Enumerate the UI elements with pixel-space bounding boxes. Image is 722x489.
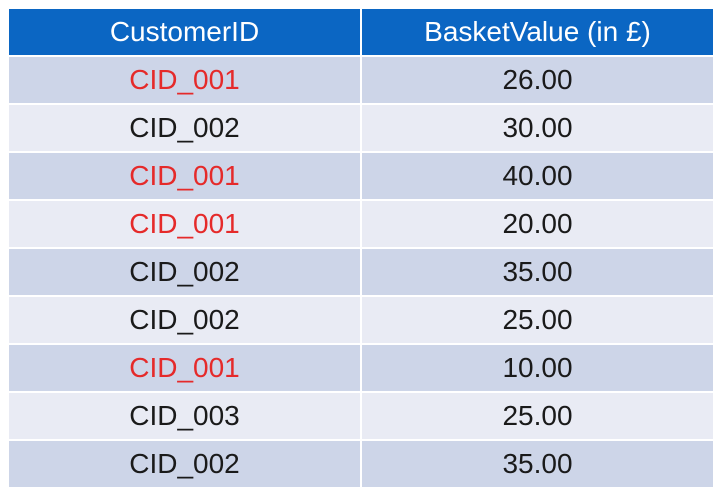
cell-customer-id: CID_001 <box>7 55 362 105</box>
cell-customer-id: CID_003 <box>7 391 362 441</box>
cell-basket-value: 35.00 <box>360 439 715 489</box>
cell-basket-value: 10.00 <box>360 343 715 393</box>
cell-basket-value: 25.00 <box>360 295 715 345</box>
table-row: CID_002 30.00 <box>7 103 715 153</box>
cell-basket-value: 25.00 <box>360 391 715 441</box>
basket-table-container: CustomerID BasketValue (in £) CID_001 26.… <box>7 7 715 489</box>
basket-table: CustomerID BasketValue (in £) CID_001 26.… <box>7 7 715 489</box>
cell-basket-value: 20.00 <box>360 199 715 249</box>
cell-basket-value: 26.00 <box>360 55 715 105</box>
table-row: CID_001 20.00 <box>7 199 715 249</box>
cell-customer-id: CID_002 <box>7 439 362 489</box>
table-row: CID_001 10.00 <box>7 343 715 393</box>
table-row: CID_002 25.00 <box>7 295 715 345</box>
cell-customer-id: CID_002 <box>7 103 362 153</box>
table-row: CID_003 25.00 <box>7 391 715 441</box>
table-row: CID_002 35.00 <box>7 247 715 297</box>
table-header-row: CustomerID BasketValue (in £) <box>7 7 715 57</box>
table-body: CID_001 26.00 CID_002 30.00 CID_001 40.00 CID_… <box>7 55 715 489</box>
table-row: CID_002 35.00 <box>7 439 715 489</box>
header-basket-value: BasketValue (in £) <box>360 7 715 57</box>
cell-customer-id: CID_001 <box>7 343 362 393</box>
header-customer-id: CustomerID <box>7 7 362 57</box>
cell-customer-id: CID_001 <box>7 199 362 249</box>
cell-basket-value: 30.00 <box>360 103 715 153</box>
cell-customer-id: CID_001 <box>7 151 362 201</box>
cell-basket-value: 35.00 <box>360 247 715 297</box>
cell-basket-value: 40.00 <box>360 151 715 201</box>
table-row: CID_001 26.00 <box>7 55 715 105</box>
cell-customer-id: CID_002 <box>7 295 362 345</box>
cell-customer-id: CID_002 <box>7 247 362 297</box>
table-row: CID_001 40.00 <box>7 151 715 201</box>
